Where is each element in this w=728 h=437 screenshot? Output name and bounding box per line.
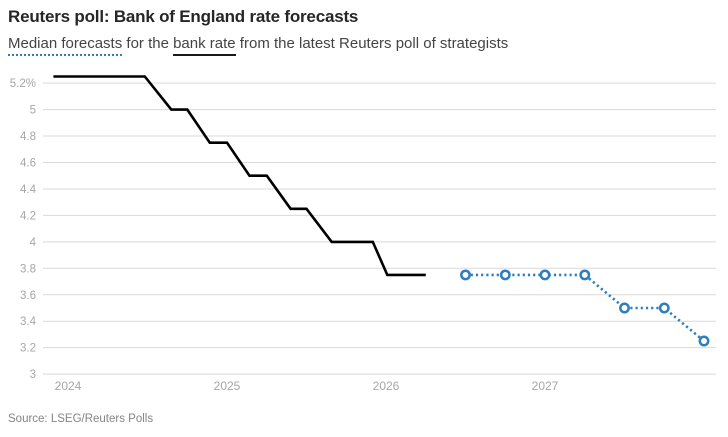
x-tick-label: 2026: [373, 379, 400, 393]
history-line: [53, 75, 426, 277]
y-tick-label: 4.4: [20, 184, 37, 196]
subtitle-text-tail: from the latest Reuters poll of strategi…: [235, 35, 509, 52]
forecast-marker: [619, 302, 630, 314]
x-tick-label: 2024: [55, 379, 82, 393]
legend-key-bank-rate: bank rate: [173, 35, 236, 56]
legend-key-median-forecasts: Median forecasts: [8, 35, 123, 56]
y-tick-label: 3: [30, 369, 36, 381]
forecast-marker: [698, 335, 710, 347]
x-tick-label: 2027: [532, 379, 559, 393]
forecast-marker: [460, 269, 471, 281]
forecast-marker: [579, 269, 591, 281]
y-tick-label: 4.2: [20, 210, 36, 222]
y-tick-label: 4.8: [20, 131, 36, 143]
y-tick-label: 5.2%: [10, 78, 36, 90]
y-tick-label: 4.6: [20, 158, 36, 170]
rate-forecast-chart: 5.2% 5 4.8 4.6 4.4 4.2 4 3.8 3.6 3.4 3.2 3 2024 2025 2…: [0, 64, 728, 404]
y-tick-label: 3.6: [20, 290, 36, 302]
subtitle-text-mid: for the: [122, 35, 174, 52]
forecast-marker: [499, 269, 511, 281]
y-tick-label: 3.4: [20, 316, 37, 328]
y-tick-label: 5: [30, 105, 36, 117]
y-tick-label: 3.2: [20, 343, 36, 355]
y-tick-label: 4: [30, 237, 37, 249]
rate-chart-svg: 5.2% 5 4.8 4.6 4.4 4.2 4 3.8 3.6 3.4 3.2 3 2024 2025 2…: [10, 75, 716, 393]
y-tick-label: 3.8: [20, 263, 36, 275]
forecast-marker: [658, 302, 670, 314]
forecast-marker: [539, 269, 551, 281]
source-note: Source: LSEG/Reuters Polls: [8, 413, 154, 425]
chart-title: Reuters poll: Bank of England rate forec…: [8, 7, 359, 26]
x-tick-label: 2025: [214, 379, 241, 393]
chart-subtitle: Median forecasts for the bank rate from …: [8, 35, 509, 56]
